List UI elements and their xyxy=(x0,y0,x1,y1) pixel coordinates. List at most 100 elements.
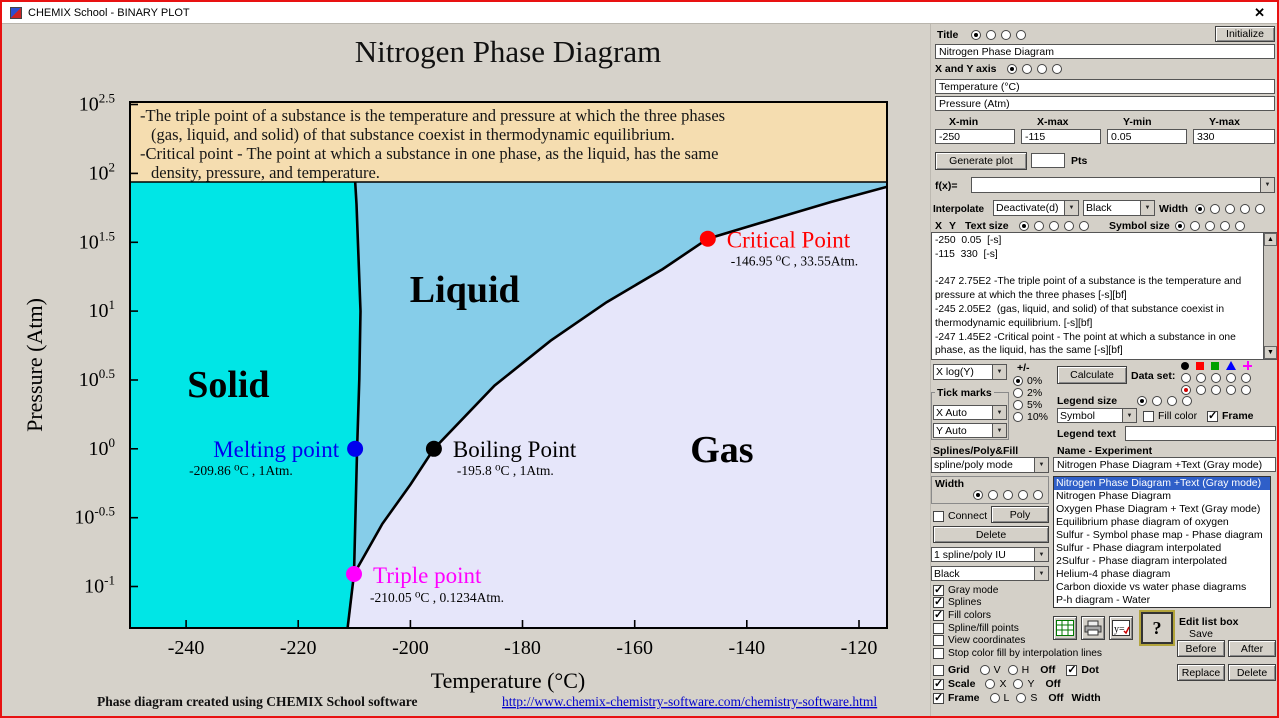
symbol-size-radios-4[interactable] xyxy=(1235,221,1245,231)
splines-checkbox[interactable] xyxy=(933,595,944,609)
dot-checkbox[interactable] xyxy=(1066,663,1078,676)
dataset-radios-row2[interactable] xyxy=(1181,385,1251,395)
experiment-item-7[interactable]: Helium-4 phase diagram xyxy=(1056,568,1171,580)
interp-width-radios-3[interactable] xyxy=(1240,204,1250,214)
legend-size-radios[interactable] xyxy=(1137,396,1192,406)
point-melting-point[interactable] xyxy=(347,440,364,457)
dataset-radios-row2-2[interactable] xyxy=(1211,385,1221,395)
option-spline-fill-points[interactable]: Spline/fill points xyxy=(933,622,1183,635)
spline-color-select[interactable]: Black ▼ xyxy=(931,566,1049,581)
chevron-down-icon[interactable]: ▼ xyxy=(1122,409,1136,422)
table-icon-button[interactable] xyxy=(1053,616,1077,640)
legend-size-radios-1[interactable] xyxy=(1152,396,1162,406)
pct-10-radio[interactable] xyxy=(1013,412,1023,422)
pct-10-option[interactable]: 10% xyxy=(1013,411,1048,423)
symbol-size-radios-3[interactable] xyxy=(1220,221,1230,231)
spline-width-radios-3[interactable] xyxy=(1018,490,1028,500)
frame-s-radio[interactable] xyxy=(1016,693,1027,703)
dataset-radios-row1-2[interactable] xyxy=(1211,373,1221,383)
pct-2-option[interactable]: 2% xyxy=(1013,387,1042,399)
calculate-button[interactable]: Calculate xyxy=(1057,366,1127,384)
chevron-down-icon[interactable]: ▼ xyxy=(992,365,1006,379)
experiment-item-6[interactable]: 2Sulfur - Phase diagram interpolated xyxy=(1056,555,1228,567)
chevron-down-icon[interactable]: ▼ xyxy=(992,406,1006,419)
scroll-down-icon[interactable]: ▼ xyxy=(1264,346,1277,359)
experiment-name-input[interactable] xyxy=(1053,457,1276,472)
dataset-radios-row1-0[interactable] xyxy=(1181,373,1191,383)
fill-color-checkbox[interactable] xyxy=(1143,410,1154,422)
spline-width-radios[interactable] xyxy=(973,490,1043,500)
experiment-item-5[interactable]: Sulfur - Phase diagram interpolated xyxy=(1056,542,1222,554)
replace-button[interactable]: Replace xyxy=(1177,664,1225,681)
frame-checkbox[interactable] xyxy=(933,691,944,704)
x-auto-select[interactable]: X Auto ▼ xyxy=(933,405,1007,420)
fx-select[interactable]: ▼ xyxy=(971,177,1275,193)
interpolate-color-select[interactable]: Black ▼ xyxy=(1083,200,1155,216)
delete-list-button[interactable]: Delete xyxy=(1228,664,1276,681)
stop-color-fill-by-interpolation-lines-checkbox[interactable] xyxy=(933,647,944,659)
spline-mode-select[interactable]: spline/poly mode ▼ xyxy=(931,457,1049,473)
axis-style-radios-1[interactable] xyxy=(1022,64,1032,74)
axis-style-radios-0[interactable] xyxy=(1007,64,1017,74)
ymax-input[interactable] xyxy=(1193,129,1275,144)
legend-size-radios-2[interactable] xyxy=(1167,396,1177,406)
pct-2-radio[interactable] xyxy=(1013,388,1023,398)
y-axis-input[interactable] xyxy=(935,96,1275,111)
xmax-input[interactable] xyxy=(1021,129,1101,144)
point-triple-point[interactable] xyxy=(346,566,362,582)
chevron-down-icon[interactable]: ▼ xyxy=(992,424,1006,437)
dataset-radios-row2-3[interactable] xyxy=(1226,385,1236,395)
dataset-radios-row1-3[interactable] xyxy=(1226,373,1236,383)
experiment-list[interactable]: Nitrogen Phase Diagram +Text (Gray mode)… xyxy=(1053,476,1271,608)
after-button[interactable]: After xyxy=(1228,640,1276,657)
spline-width-radios-0[interactable] xyxy=(973,490,983,500)
chevron-down-icon[interactable]: ▼ xyxy=(1034,567,1048,580)
legend-symbol-select[interactable]: Symbol ▼ xyxy=(1057,408,1137,423)
fill-color-option[interactable]: Fill color xyxy=(1143,410,1197,422)
chevron-down-icon[interactable]: ▼ xyxy=(1034,548,1048,561)
x-axis-input[interactable] xyxy=(935,79,1275,94)
pts-input[interactable] xyxy=(1031,153,1065,168)
grid-v-radio[interactable] xyxy=(979,665,990,675)
experiment-item-3[interactable]: Equilibrium phase diagram of oxygen xyxy=(1056,516,1229,528)
interpolate-mode-select[interactable]: Deactivate(d) ▼ xyxy=(993,200,1079,216)
symbol-size-radios[interactable] xyxy=(1175,221,1245,231)
delete-spline-button[interactable]: Delete xyxy=(933,526,1049,543)
symbol-size-radios-2[interactable] xyxy=(1205,221,1215,231)
axis-style-radios[interactable] xyxy=(1007,64,1062,74)
experiment-item-2[interactable]: Oxygen Phase Diagram + Text (Gray mode) xyxy=(1056,503,1261,515)
interp-width-radios-0[interactable] xyxy=(1195,204,1205,214)
view-coordinates-checkbox[interactable] xyxy=(933,635,944,647)
xy-mode-select[interactable]: X log(Y) ▼ xyxy=(933,364,1007,380)
experiment-item-9[interactable]: P-h diagram - Water xyxy=(1056,594,1151,606)
text-size-radios-1[interactable] xyxy=(1034,221,1044,231)
ymin-input[interactable] xyxy=(1107,129,1187,144)
title-style-radios-2[interactable] xyxy=(1001,30,1011,40)
symbol-size-radios-0[interactable] xyxy=(1175,221,1185,231)
point-critical-point[interactable] xyxy=(699,230,716,247)
close-icon[interactable]: ✕ xyxy=(1254,4,1265,20)
gray-mode-checkbox[interactable] xyxy=(933,583,944,596)
function-icon-button[interactable]: y= xyxy=(1109,616,1133,640)
chevron-down-icon[interactable]: ▼ xyxy=(1034,458,1048,472)
text-size-radios-2[interactable] xyxy=(1049,221,1059,231)
grid-h-radio[interactable] xyxy=(1007,665,1018,675)
spline-fill-points-checkbox[interactable] xyxy=(933,622,944,634)
experiment-item-0[interactable]: Nitrogen Phase Diagram +Text (Gray mode) xyxy=(1054,477,1270,490)
dataset-radios-row2-0[interactable] xyxy=(1181,385,1191,395)
interp-width-radios-4[interactable] xyxy=(1255,204,1265,214)
pct-5-radio[interactable] xyxy=(1013,400,1023,410)
print-icon-button[interactable] xyxy=(1081,616,1105,640)
frame-l-radio[interactable] xyxy=(989,693,1000,703)
pct-0-option[interactable]: 0% xyxy=(1013,375,1042,387)
scroll-up-icon[interactable]: ▲ xyxy=(1264,233,1277,246)
pct-5-option[interactable]: 5% xyxy=(1013,399,1042,411)
text-size-radios[interactable] xyxy=(1019,221,1089,231)
option-view-coordinates[interactable]: View coordinates xyxy=(933,634,1183,647)
option-fill-colors[interactable]: Fill colors xyxy=(933,608,1183,622)
fill-colors-checkbox[interactable] xyxy=(933,608,944,621)
axis-style-radios-2[interactable] xyxy=(1037,64,1047,74)
pct-0-radio[interactable] xyxy=(1013,376,1023,386)
chevron-down-icon[interactable]: ▼ xyxy=(1140,201,1154,215)
spline-width-radios-2[interactable] xyxy=(1003,490,1013,500)
